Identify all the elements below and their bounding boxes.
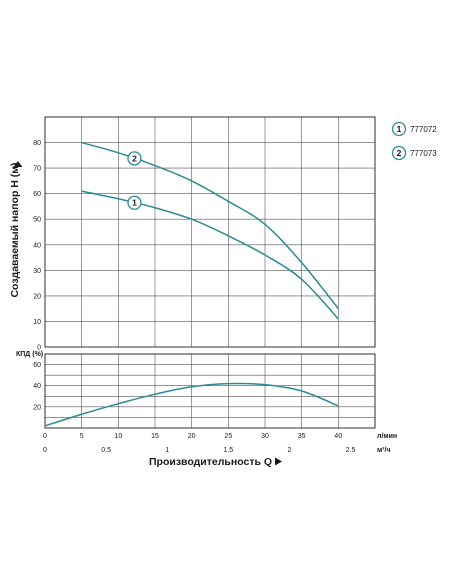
head-y-tick-label: 20	[33, 293, 41, 300]
x-unit-primary: л/мин	[377, 433, 397, 440]
x-unit-secondary: м³/ч	[377, 447, 391, 454]
efficiency-chart-y-ticks: 20 40 60	[33, 362, 41, 411]
x-tick-label: 30	[261, 433, 269, 440]
head-y-tick-label: 70	[33, 166, 41, 173]
efficiency-y-tick-label: 60	[33, 362, 41, 369]
curve-marker-1	[127, 195, 142, 210]
legend-marker-label: 2	[397, 148, 402, 158]
legend-label-2: 777073	[410, 149, 437, 158]
x-tick-label-secondary: 1	[165, 447, 169, 454]
curve-markers: 12	[127, 151, 142, 210]
legend-marker-label: 1	[397, 124, 402, 134]
x-tick-label: 15	[151, 433, 159, 440]
efficiency-curve	[44, 382, 339, 427]
head-y-tick-label: 40	[33, 242, 41, 249]
legend-marker-1	[391, 121, 407, 137]
x-tick-label: 20	[188, 433, 196, 440]
curve-marker-2	[127, 151, 142, 166]
x-tick-label-secondary: 1.5	[223, 447, 233, 454]
efficiency-y-tick-label: 20	[33, 404, 41, 411]
x-tick-label: 5	[80, 433, 84, 440]
x-axis-ticks-primary: 0 5 10 15 20 25 30 35 40	[43, 433, 342, 440]
head-y-tick-label: 0	[37, 345, 41, 352]
x-tick-label: 10	[114, 433, 122, 440]
efficiency-plot-frame	[44, 353, 376, 429]
head-y-tick-label: 80	[33, 140, 41, 147]
x-tick-label: 0	[43, 433, 47, 440]
x-tick-label: 35	[298, 433, 306, 440]
efficiency-chart-grid	[44, 353, 376, 429]
head-y-tick-label: 30	[33, 268, 41, 275]
x-tick-label-secondary: 2.5	[346, 447, 356, 454]
legend-item: 1 777072	[391, 121, 437, 137]
head-y-tick-label: 60	[33, 191, 41, 198]
head-chart-y-ticks: 0 10 20 30 40 50 60 70 80	[33, 140, 41, 351]
x-tick-label: 40	[334, 433, 342, 440]
x-tick-label-secondary: 0	[43, 447, 47, 454]
legend-label-1: 777072	[410, 125, 437, 134]
y-axis-arrow-icon	[13, 161, 23, 167]
x-axis-arrow-icon	[275, 457, 282, 466]
legend-marker-2	[391, 145, 407, 161]
x-tick-label-secondary: 0.5	[101, 447, 111, 454]
head-plot-frame	[44, 116, 376, 348]
efficiency-y-tick-label: 40	[33, 383, 41, 390]
curve-marker-label-1: 1	[132, 198, 137, 208]
head-curve-1	[81, 190, 339, 320]
legend: 1 777072 2 777073	[391, 121, 437, 161]
efficiency-axis-title: КПД (%)	[16, 351, 43, 358]
head-y-tick-label: 10	[33, 319, 41, 326]
head-y-tick-label: 50	[33, 217, 41, 224]
curve-marker-label-2: 2	[132, 153, 137, 163]
x-tick-label-secondary: 2	[287, 447, 291, 454]
head-curve-2	[81, 141, 339, 310]
y-axis-title: Создаваемый напор H (м)	[9, 162, 21, 297]
legend-item: 2 777073	[391, 145, 437, 161]
x-axis-title: Производительность Q	[149, 456, 272, 468]
chart-curves	[44, 141, 339, 427]
x-tick-label: 25	[224, 433, 232, 440]
head-chart-grid	[44, 116, 376, 348]
x-axis-ticks-secondary: 0 0.5 1 1.5 2 2.5	[43, 447, 355, 454]
